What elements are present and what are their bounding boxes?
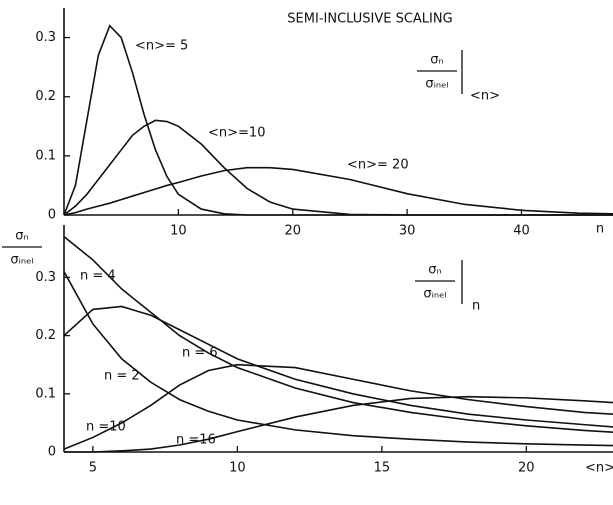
series-label: <n>= 5: [135, 39, 188, 54]
x-tick-label: 10: [170, 224, 187, 239]
fraction-numerator: σₙ: [428, 263, 441, 278]
y-tick-label: 0: [48, 208, 56, 223]
series-label: <n>= 20: [347, 158, 409, 173]
series-label: n = 4: [80, 269, 116, 284]
y-tick-label: 0.1: [35, 386, 56, 401]
series-label: n = 6: [182, 346, 218, 361]
fraction-denominator: σᵢₙₑₗ: [423, 287, 446, 302]
x-axis-label: <n>: [585, 461, 613, 476]
x-axis-label: n: [596, 222, 604, 237]
series-line: [63, 236, 613, 434]
x-tick-label: 20: [284, 224, 301, 239]
series-line: [63, 363, 613, 450]
series-line: [63, 271, 613, 447]
series-line: [64, 395, 613, 453]
x-tick-label: 15: [374, 461, 391, 476]
x-tick-label: 10: [229, 461, 246, 476]
y-tick-label: 0.3: [35, 30, 56, 45]
series-line: [63, 305, 613, 428]
evaluation-subscript: <n>: [470, 89, 500, 104]
x-tick-label: 5: [89, 461, 97, 476]
fraction-denominator: σᵢₙₑₗ: [425, 77, 448, 92]
y-tick-label: 0.3: [35, 270, 56, 285]
fraction-denominator: σᵢₙₑₗ: [10, 253, 33, 268]
series-label: n =10: [86, 420, 126, 435]
y-tick-label: 0: [48, 445, 56, 460]
fraction-numerator: σₙ: [15, 229, 28, 244]
series-line: [63, 119, 613, 216]
y-tick-label: 0.2: [35, 328, 56, 343]
series-line: [63, 24, 613, 216]
x-tick-label: 20: [518, 461, 535, 476]
series-label: n =16: [176, 433, 216, 448]
chart-title: SEMI-INCLUSIVE SCALING: [287, 12, 452, 27]
series-line: [63, 166, 613, 216]
series-label: <n>=10: [208, 126, 265, 141]
y-tick-label: 0.1: [35, 148, 56, 163]
x-tick-label: 30: [399, 224, 416, 239]
series-label: n = 2: [104, 369, 140, 384]
fraction-numerator: σₙ: [430, 53, 443, 68]
evaluation-subscript: n: [472, 299, 480, 314]
y-tick-label: 0.2: [35, 89, 56, 104]
x-tick-label: 40: [513, 224, 530, 239]
